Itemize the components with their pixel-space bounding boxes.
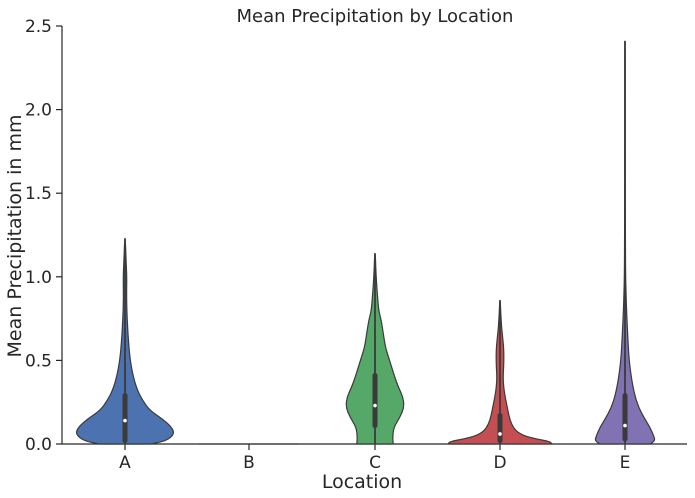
violin-d [446,299,554,445]
violin-median-e [623,423,627,428]
violin-a [75,237,175,445]
y-tick-label: 1.5 [25,184,52,204]
y-tick-label: 1.0 [25,268,52,288]
y-tick-label: 2.5 [25,17,52,37]
y-tick-label: 0.0 [25,435,52,455]
violin-median-c [373,403,377,408]
x-tick-label: B [243,453,255,473]
x-axis-label: Location [322,471,402,493]
violin-median-a [123,418,127,423]
violin-e [594,40,656,445]
chart-title: Mean Precipitation by Location [237,6,514,27]
x-tick-label: A [119,453,131,473]
x-axis: A B C D E [62,443,687,473]
violin-c [345,252,405,445]
y-axis-label: Mean Precipitation in mm [4,115,26,358]
x-tick-label: E [620,453,631,473]
y-axis: 0.0 0.5 1.0 1.5 2.0 2.5 [25,17,63,455]
x-tick-label: D [493,453,506,473]
x-tick-label: C [369,453,381,473]
violin-median-d [498,432,502,436]
y-tick-label: 0.5 [25,351,52,371]
plot-area [75,40,656,445]
y-tick-label: 2.0 [25,101,52,121]
